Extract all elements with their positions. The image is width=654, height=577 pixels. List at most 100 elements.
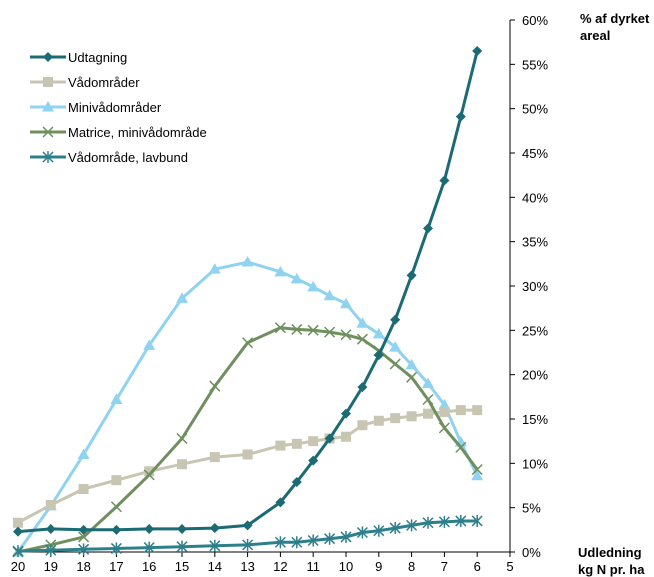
point <box>438 422 450 434</box>
legend-label: Udtagning <box>68 50 127 65</box>
y-axis-title-line: areal <box>580 28 610 43</box>
legend-item: Matrice, minivådområde <box>30 125 207 140</box>
series-line <box>17 50 479 534</box>
point <box>291 438 302 449</box>
point <box>241 256 254 267</box>
point <box>340 530 352 543</box>
point <box>111 475 122 486</box>
point <box>455 111 466 122</box>
point <box>307 534 319 547</box>
x-tick-label: 18 <box>76 559 90 574</box>
point <box>42 126 54 138</box>
point <box>176 432 188 445</box>
point <box>176 292 188 303</box>
legend-label: Vådområder <box>68 75 140 90</box>
point <box>110 393 123 404</box>
x-axis-title-line: kg N pr. ha <box>578 562 645 577</box>
point <box>438 515 450 528</box>
point <box>274 265 287 277</box>
point <box>422 377 434 389</box>
point <box>324 433 335 444</box>
point <box>422 516 434 529</box>
point <box>341 431 351 442</box>
point <box>373 415 384 426</box>
point <box>242 538 254 551</box>
point <box>406 371 418 383</box>
x-tick-label: 8 <box>408 559 415 574</box>
point <box>372 327 385 339</box>
point <box>291 536 303 549</box>
series-3 <box>12 322 483 558</box>
y-tick-label: 30% <box>522 279 548 294</box>
point <box>45 523 56 534</box>
point <box>143 541 155 554</box>
point <box>406 411 417 422</box>
point <box>357 382 368 393</box>
legend-label: Matrice, minivådområde <box>68 125 207 140</box>
point <box>209 452 220 463</box>
point <box>275 497 286 508</box>
point <box>308 455 319 466</box>
point <box>340 297 352 309</box>
point <box>439 175 450 186</box>
x-tick-label: 16 <box>142 559 156 574</box>
point <box>373 350 384 361</box>
point <box>455 514 467 527</box>
x-tick-label: 9 <box>375 559 382 574</box>
y-tick-label: 45% <box>522 146 548 161</box>
point <box>357 420 368 431</box>
point <box>389 358 401 370</box>
point <box>42 101 54 112</box>
point <box>45 500 56 511</box>
point <box>422 393 434 406</box>
point <box>291 323 303 335</box>
y-tick-label: 5% <box>522 501 541 516</box>
point <box>356 526 368 539</box>
point <box>209 523 220 534</box>
point <box>45 544 57 557</box>
point <box>471 464 483 476</box>
point <box>144 523 155 534</box>
point <box>13 526 23 537</box>
point <box>78 484 89 495</box>
point <box>78 543 90 556</box>
point <box>291 476 302 487</box>
point <box>42 151 54 163</box>
point <box>406 519 418 532</box>
x-tick-label: 7 <box>441 559 448 574</box>
point <box>356 333 368 345</box>
point <box>307 280 320 292</box>
y-tick-label: 20% <box>522 368 548 383</box>
point <box>405 358 418 370</box>
y-tick-label: 60% <box>522 13 548 28</box>
x-tick-label: 10 <box>339 559 353 574</box>
legend-item: Udtagning <box>30 50 127 65</box>
point <box>177 459 187 470</box>
y-tick-label: 35% <box>522 235 548 250</box>
point <box>439 406 450 417</box>
point <box>390 314 401 325</box>
y-tick-label: 15% <box>522 412 548 427</box>
point <box>77 448 90 459</box>
x-tick-label: 20 <box>11 559 25 574</box>
legend-item: Vådområder <box>30 75 140 90</box>
x-axis-title: Udledning kg N pr. ha <box>578 545 645 577</box>
point <box>144 466 155 477</box>
legend-label: Vådområde, lavbund <box>68 150 188 165</box>
point <box>43 77 53 87</box>
y-tick-label: 40% <box>522 190 548 205</box>
point <box>373 524 385 537</box>
point <box>12 545 24 558</box>
y-tick-label: 55% <box>522 57 548 72</box>
point <box>274 322 286 334</box>
point <box>308 436 319 447</box>
x-tick-label: 12 <box>273 559 287 574</box>
y-tick-label: 25% <box>522 323 548 338</box>
point <box>356 317 369 328</box>
point <box>389 522 401 535</box>
point <box>324 326 336 338</box>
series-4 <box>12 514 483 558</box>
x-tick-label: 15 <box>175 559 189 574</box>
point <box>423 408 433 419</box>
